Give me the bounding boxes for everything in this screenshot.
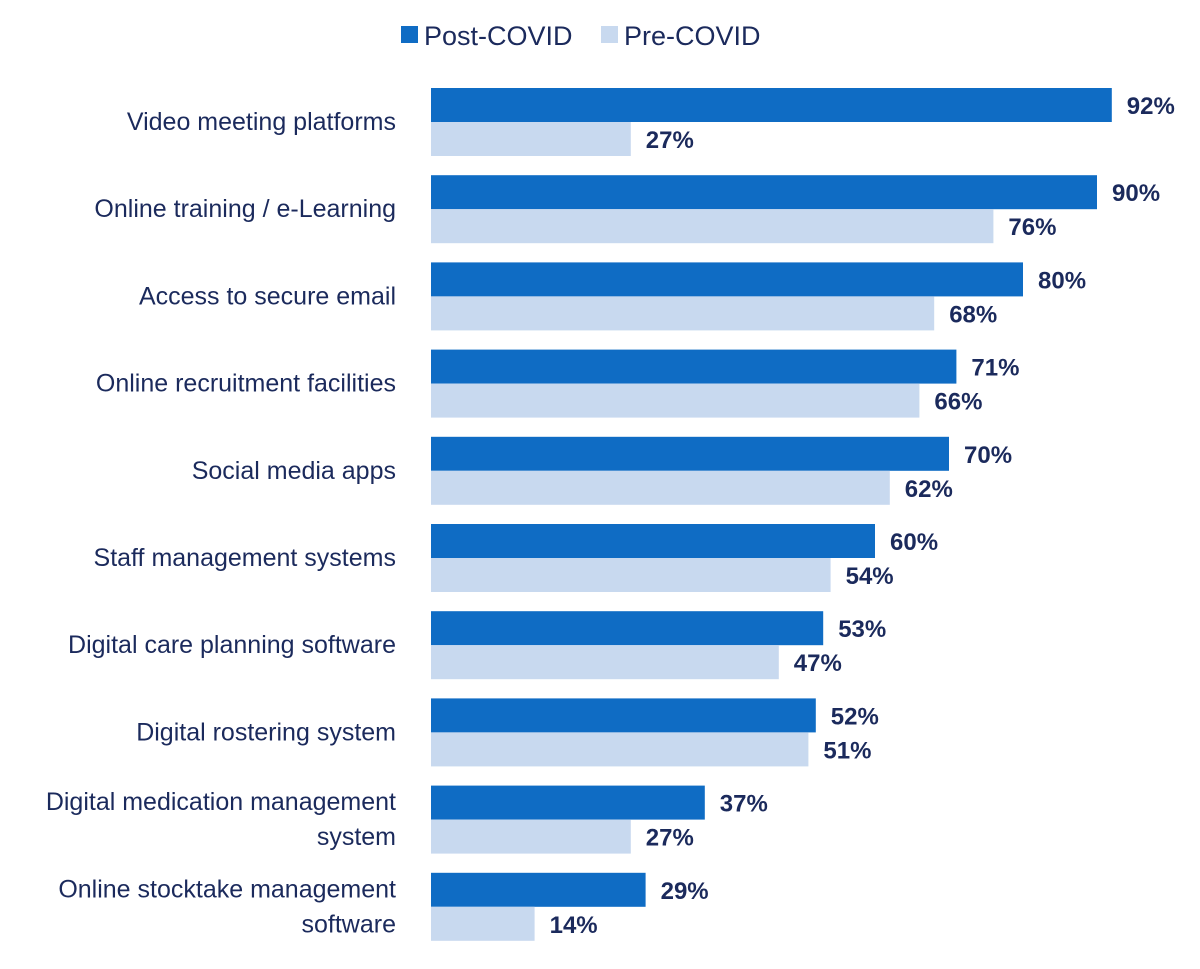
category-label-line: Staff management systems (94, 544, 396, 572)
category-label-online-recruitment-facilities: Online recruitment facilities (96, 370, 396, 398)
bar-pre-covid-digital-care-planning-software (431, 645, 779, 680)
data-label-post-covid-online-stocktake-management-software: 29% (661, 878, 709, 905)
data-label-post-covid-staff-management-systems: 60% (890, 529, 938, 556)
category-label-line: software (302, 910, 396, 938)
legend-label-post-covid: Post-COVID (424, 21, 573, 51)
data-label-post-covid-digital-medication-management-system: 37% (720, 791, 768, 818)
category-label-online-stocktake-management-software: Online stocktake management software (58, 875, 396, 938)
bar-post-covid-access-to-secure-email (431, 262, 1023, 297)
category-label-line: Access to secure email (139, 282, 396, 310)
bar-post-covid-digital-medication-management-system (431, 785, 705, 820)
category-label-digital-medication-management-system: Digital medication management system (46, 788, 396, 851)
bar-pre-covid-digital-medication-management-system (431, 819, 631, 854)
data-label-post-covid-digital-care-planning-software: 53% (838, 616, 886, 643)
category-label-access-to-secure-email: Access to secure email (139, 282, 396, 310)
data-label-post-covid-video-meeting-platforms: 92% (1127, 93, 1175, 120)
bar-pre-covid-video-meeting-platforms (431, 122, 631, 156)
bar-pre-covid-online-stocktake-management-software (431, 906, 535, 941)
bar-post-covid-digital-care-planning-software (431, 611, 824, 646)
legend: Post-COVID Pre-COVID (401, 21, 761, 51)
bar-pre-covid-digital-rostering-system (431, 732, 809, 767)
category-label-line: Digital medication management (46, 788, 396, 816)
data-label-pre-covid-staff-management-systems: 54% (846, 563, 894, 590)
plot-area: Video meeting platforms 92% 27% Online trai… (46, 88, 1175, 941)
category-label-line: Online recruitment facilities (96, 370, 396, 398)
bar-post-covid-online-stocktake-management-software (431, 872, 646, 907)
data-label-pre-covid-online-recruitment-facilities: 66% (934, 389, 982, 416)
data-label-pre-covid-digital-care-planning-software: 47% (794, 650, 842, 677)
bar-pre-covid-social-media-apps (431, 470, 890, 505)
bar-post-covid-online-training-e-learning (431, 175, 1097, 210)
data-label-pre-covid-online-training-e-learning: 76% (1008, 214, 1056, 241)
legend-label-pre-covid: Pre-COVID (624, 21, 761, 51)
legend-swatch-pre-covid (601, 26, 618, 43)
legend-swatch-post-covid (401, 26, 418, 43)
data-label-pre-covid-digital-rostering-system: 51% (823, 737, 871, 764)
bar-pre-covid-staff-management-systems (431, 558, 831, 592)
category-label-video-meeting-platforms: Video meeting platforms (127, 108, 396, 136)
bar-post-covid-staff-management-systems (431, 524, 875, 558)
data-label-post-covid-digital-rostering-system: 52% (831, 703, 879, 730)
data-label-pre-covid-online-stocktake-management-software: 14% (550, 912, 598, 939)
bar-post-covid-video-meeting-platforms (431, 88, 1112, 122)
category-label-staff-management-systems: Staff management systems (94, 544, 396, 572)
data-label-post-covid-online-recruitment-facilities: 71% (971, 355, 1019, 382)
data-label-pre-covid-access-to-secure-email: 68% (949, 301, 997, 328)
data-label-pre-covid-digital-medication-management-system: 27% (646, 825, 694, 852)
category-label-line: Online training / e-Learning (94, 195, 396, 223)
category-label-line: Video meeting platforms (127, 108, 396, 136)
category-label-online-training-e-learning: Online training / e-Learning (94, 195, 396, 223)
data-label-post-covid-online-training-e-learning: 90% (1112, 180, 1160, 207)
bar-post-covid-social-media-apps (431, 436, 949, 471)
data-label-post-covid-social-media-apps: 70% (964, 442, 1012, 469)
category-label-social-media-apps: Social media apps (192, 457, 396, 485)
bar-pre-covid-access-to-secure-email (431, 296, 935, 331)
category-label-line: Social media apps (192, 457, 396, 485)
data-label-pre-covid-social-media-apps: 62% (905, 476, 953, 503)
data-label-post-covid-access-to-secure-email: 80% (1038, 267, 1086, 294)
bar-pre-covid-online-recruitment-facilities (431, 383, 920, 418)
data-label-pre-covid-video-meeting-platforms: 27% (646, 127, 694, 154)
bar-post-covid-digital-rostering-system (431, 698, 816, 733)
category-label-digital-rostering-system: Digital rostering system (136, 718, 396, 746)
category-label-line: Digital care planning software (68, 631, 396, 659)
category-label-digital-care-planning-software: Digital care planning software (68, 631, 396, 659)
bar-pre-covid-online-training-e-learning (431, 209, 994, 244)
category-label-line: system (317, 823, 396, 851)
bar-post-covid-online-recruitment-facilities (431, 349, 957, 384)
category-label-line: Digital rostering system (136, 718, 396, 746)
category-label-line: Online stocktake management (58, 875, 396, 903)
